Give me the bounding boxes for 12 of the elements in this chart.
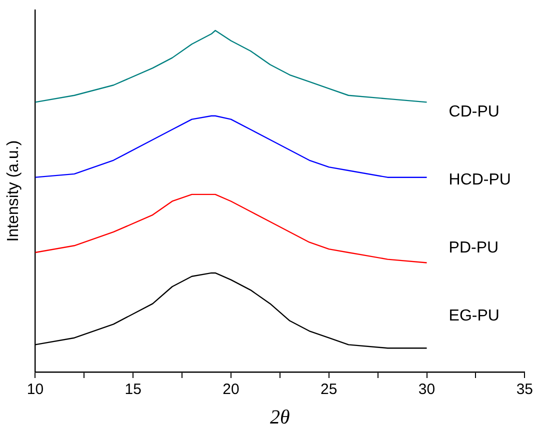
- y-axis-title: Intensity (a.u.): [5, 140, 22, 242]
- text: EG-PU: [448, 308, 500, 324]
- series-label: CD-PU: [448, 104, 500, 121]
- x-tick-label: 25: [320, 381, 338, 398]
- x-tick-label: 35: [516, 381, 533, 398]
- series-label: PD-PU: [448, 240, 499, 257]
- x-tick-label: 10: [26, 381, 44, 398]
- x-tick-label: 20: [222, 381, 240, 398]
- x-axis-title: 2θ: [270, 406, 290, 428]
- series-label: HCD-PU: [448, 172, 511, 189]
- x-tick-label: 15: [124, 381, 142, 398]
- x-tick-label: 30: [418, 381, 436, 398]
